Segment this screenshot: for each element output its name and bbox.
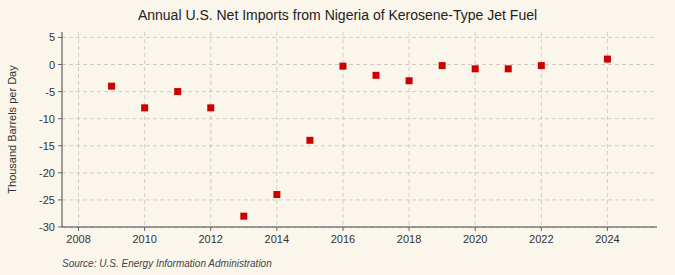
background	[0, 0, 675, 275]
y-tick-label: 5	[49, 31, 55, 43]
point	[406, 77, 413, 84]
grid-line-y	[62, 118, 657, 119]
point	[373, 72, 380, 79]
point	[306, 137, 313, 144]
x-tick-label: 2014	[265, 233, 289, 245]
points	[108, 56, 611, 220]
grid	[62, 32, 657, 227]
y-tick	[58, 172, 62, 173]
point	[505, 65, 512, 72]
x-tick-label: 2020	[463, 233, 487, 245]
y-tick	[58, 37, 62, 38]
point	[174, 88, 181, 95]
y-tick	[58, 91, 62, 92]
x-tick-label: 2018	[397, 233, 421, 245]
x-tick-label: 2022	[529, 233, 553, 245]
y-tick-label: -30	[39, 221, 55, 233]
x-tick	[144, 227, 145, 231]
grid-line-y	[62, 64, 657, 65]
y-tick-label: -15	[39, 140, 55, 152]
x-tick-label: 2008	[66, 233, 90, 245]
x-tick	[409, 227, 410, 231]
chart: 5 0 -5 -10 -15 -20 -25 -30 2008 2010 2012 2014 2016 2…	[0, 0, 675, 275]
x-tick-label: 2016	[331, 233, 355, 245]
point	[604, 56, 611, 63]
point	[141, 104, 148, 111]
point	[108, 83, 115, 90]
y-tick-label: -20	[39, 167, 55, 179]
point	[207, 104, 214, 111]
y-tick-label: -10	[39, 113, 55, 125]
y-axis-label: Thousand Barrels per Day	[6, 65, 18, 194]
grid-line-y	[62, 172, 657, 173]
title: Annual U.S. Net Imports from Nigeria of …	[138, 7, 537, 23]
grid-line-x	[409, 32, 410, 227]
x-tick	[276, 227, 277, 231]
y-tick	[58, 199, 62, 200]
grid-line-x	[144, 32, 145, 227]
y-tick-label: -5	[45, 86, 55, 98]
x-tick-label: 2012	[199, 233, 223, 245]
point	[538, 62, 545, 69]
y-tick	[58, 118, 62, 119]
x-tick-label: 2010	[132, 233, 156, 245]
y-tick-label: -25	[39, 194, 55, 206]
axes: 5 0 -5 -10 -15 -20 -25 -30 2008 2010 2012 2014 2016 2…	[39, 31, 620, 245]
point	[339, 63, 346, 70]
y-tick	[58, 64, 62, 65]
x-tick	[475, 227, 476, 231]
y-tick	[58, 145, 62, 146]
y-axis-line	[62, 32, 63, 227]
x-tick-label: 2024	[595, 233, 619, 245]
point	[273, 191, 280, 198]
point	[439, 62, 446, 69]
grid-line-y	[62, 91, 657, 92]
point	[240, 213, 247, 220]
source-note: Source: U.S. Energy Information Administ…	[62, 258, 272, 269]
grid-line-x	[78, 32, 79, 227]
grid-line-y	[62, 199, 657, 200]
grid-line-x	[541, 32, 542, 227]
x-tick	[342, 227, 343, 231]
x-tick	[607, 227, 608, 231]
x-tick	[78, 227, 79, 231]
grid-line-x	[475, 32, 476, 227]
grid-line-y	[62, 145, 657, 146]
point	[472, 65, 479, 72]
y-tick	[58, 227, 62, 228]
x-tick	[541, 227, 542, 231]
grid-line-y	[62, 227, 657, 228]
grid-line-x	[342, 32, 343, 227]
grid-line-x	[210, 32, 211, 227]
y-tick-label: 0	[49, 59, 55, 71]
x-tick	[210, 227, 211, 231]
grid-line-y	[62, 37, 657, 38]
x-axis-line	[62, 227, 657, 228]
